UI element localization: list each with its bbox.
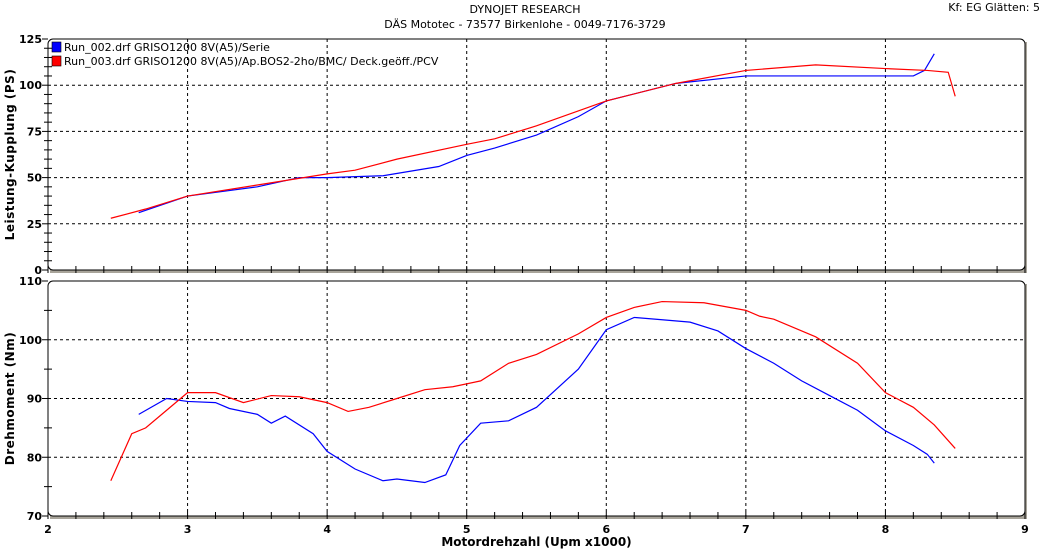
settings-readout: Kf: EG Glätten: 5 <box>948 1 1040 14</box>
legend-entry: Run_003.drf GRISO1200 8V(A5)/Ap.BOS2-2ho… <box>64 55 439 68</box>
x-tick-label: 9 <box>1021 523 1029 536</box>
series-line-1 <box>138 316 935 484</box>
legend-swatch <box>51 55 62 67</box>
x-tick-label: 6 <box>602 523 610 536</box>
y-tick-label: 75 <box>27 125 42 138</box>
chart-title: DYNOJET RESEARCH <box>469 3 581 16</box>
y-tick-label: 110 <box>19 275 42 288</box>
series-line-1 <box>138 53 935 214</box>
y-tick-label: 0 <box>34 264 42 277</box>
y-tick-label: 90 <box>27 393 43 406</box>
x-tick-label: 3 <box>184 523 192 536</box>
x-axis-label: Motordrehzahl (Upm x1000) <box>441 535 631 549</box>
y-tick-label: 70 <box>27 510 43 523</box>
y-axis-label: Leistung-Kupplung (PS) <box>3 69 17 241</box>
y-tick-label: 50 <box>27 172 43 185</box>
series-line-2 <box>110 300 956 481</box>
plot-frame <box>47 38 1026 271</box>
y-axis-label: Drehmoment (Nm) <box>3 332 17 465</box>
y-tick-label: 25 <box>27 218 42 231</box>
x-tick-label: 5 <box>463 523 471 536</box>
y-tick-label: 80 <box>27 451 43 464</box>
y-tick-label: 100 <box>19 79 42 92</box>
series-line-2 <box>110 64 956 219</box>
legend-entry: Run_002.drf GRISO1200 8V(A5)/Serie <box>64 41 270 54</box>
x-tick-label: 8 <box>882 523 890 536</box>
chart-subtitle: DÄS Mototec - 73577 Birkenlohe - 0049-71… <box>384 18 666 31</box>
x-tick-label: 4 <box>323 523 331 536</box>
legend-swatch <box>51 41 62 53</box>
x-tick-label: 2 <box>44 523 52 536</box>
y-tick-label: 125 <box>19 33 42 46</box>
x-tick-label: 7 <box>742 523 750 536</box>
y-tick-label: 100 <box>19 334 42 347</box>
